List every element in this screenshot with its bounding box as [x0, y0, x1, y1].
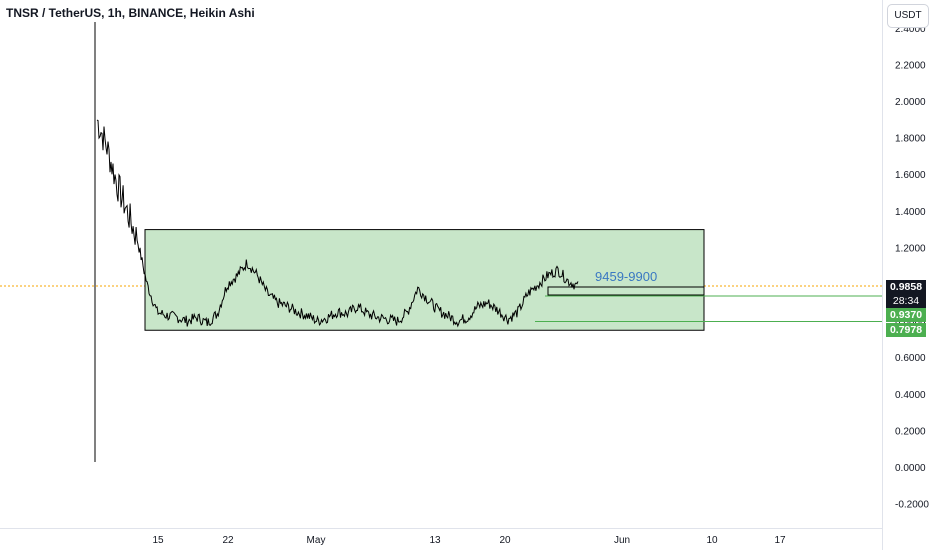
time-axis[interactable]: 15 22 May 13 20 Jun 10 17 [0, 528, 882, 551]
countdown-tag: 28:34 [886, 294, 926, 308]
price-tick-label: 1.4000 [895, 207, 926, 218]
price-tick-label: 1.2000 [895, 243, 926, 254]
time-axis-ticks: 15 22 May 13 20 Jun 10 17 [152, 535, 786, 546]
current-price-tag: 0.9858 [886, 280, 926, 294]
level-tag-2: 0.7978 [886, 323, 926, 337]
price-series-line [96, 119, 579, 328]
price-tick-label: 2.0000 [895, 97, 926, 108]
time-tick-label: 13 [429, 535, 441, 546]
support-resistance-zone[interactable] [144, 229, 705, 331]
time-tick-label: 10 [706, 535, 718, 546]
entry-box[interactable] [547, 286, 705, 296]
time-tick-label: 20 [499, 535, 511, 546]
zone-label: 9459-9900 [595, 269, 657, 284]
time-tick-label: 17 [774, 535, 786, 546]
chart-title: TNSR / TetherUS, 1h, BINANCE, Heikin Ash… [6, 6, 255, 20]
time-tick-label: 22 [222, 535, 234, 546]
time-tick-label: Jun [614, 535, 630, 546]
currency-button[interactable]: USDT [887, 4, 929, 28]
price-tick-label: -0.2000 [895, 500, 929, 511]
price-tick-label: 0.4000 [895, 390, 926, 401]
price-tick-label: 0.6000 [895, 353, 926, 364]
level-tag-1: 0.9370 [886, 308, 926, 322]
price-tick-label: 0.2000 [895, 426, 926, 437]
price-tick-label: 1.6000 [895, 170, 926, 181]
price-axis-ticks: 2.4000 2.2000 2.0000 1.8000 1.6000 1.4000 1.20… [895, 24, 929, 511]
price-tick-label: 0.0000 [895, 463, 926, 474]
price-tick-label: 0.8000 [895, 317, 926, 328]
price-axis[interactable]: 2.4000 2.2000 2.0000 1.8000 1.6000 1.4000 1.20… [882, 0, 932, 550]
time-tick-label: 15 [152, 535, 164, 546]
price-tick-label: 2.2000 [895, 60, 926, 71]
time-tick-label: May [307, 535, 326, 546]
price-tick-label: 2.4000 [895, 24, 926, 35]
price-tick-label: 1.8000 [895, 134, 926, 145]
chart-plot-area[interactable]: 9459-9900 [0, 0, 882, 528]
